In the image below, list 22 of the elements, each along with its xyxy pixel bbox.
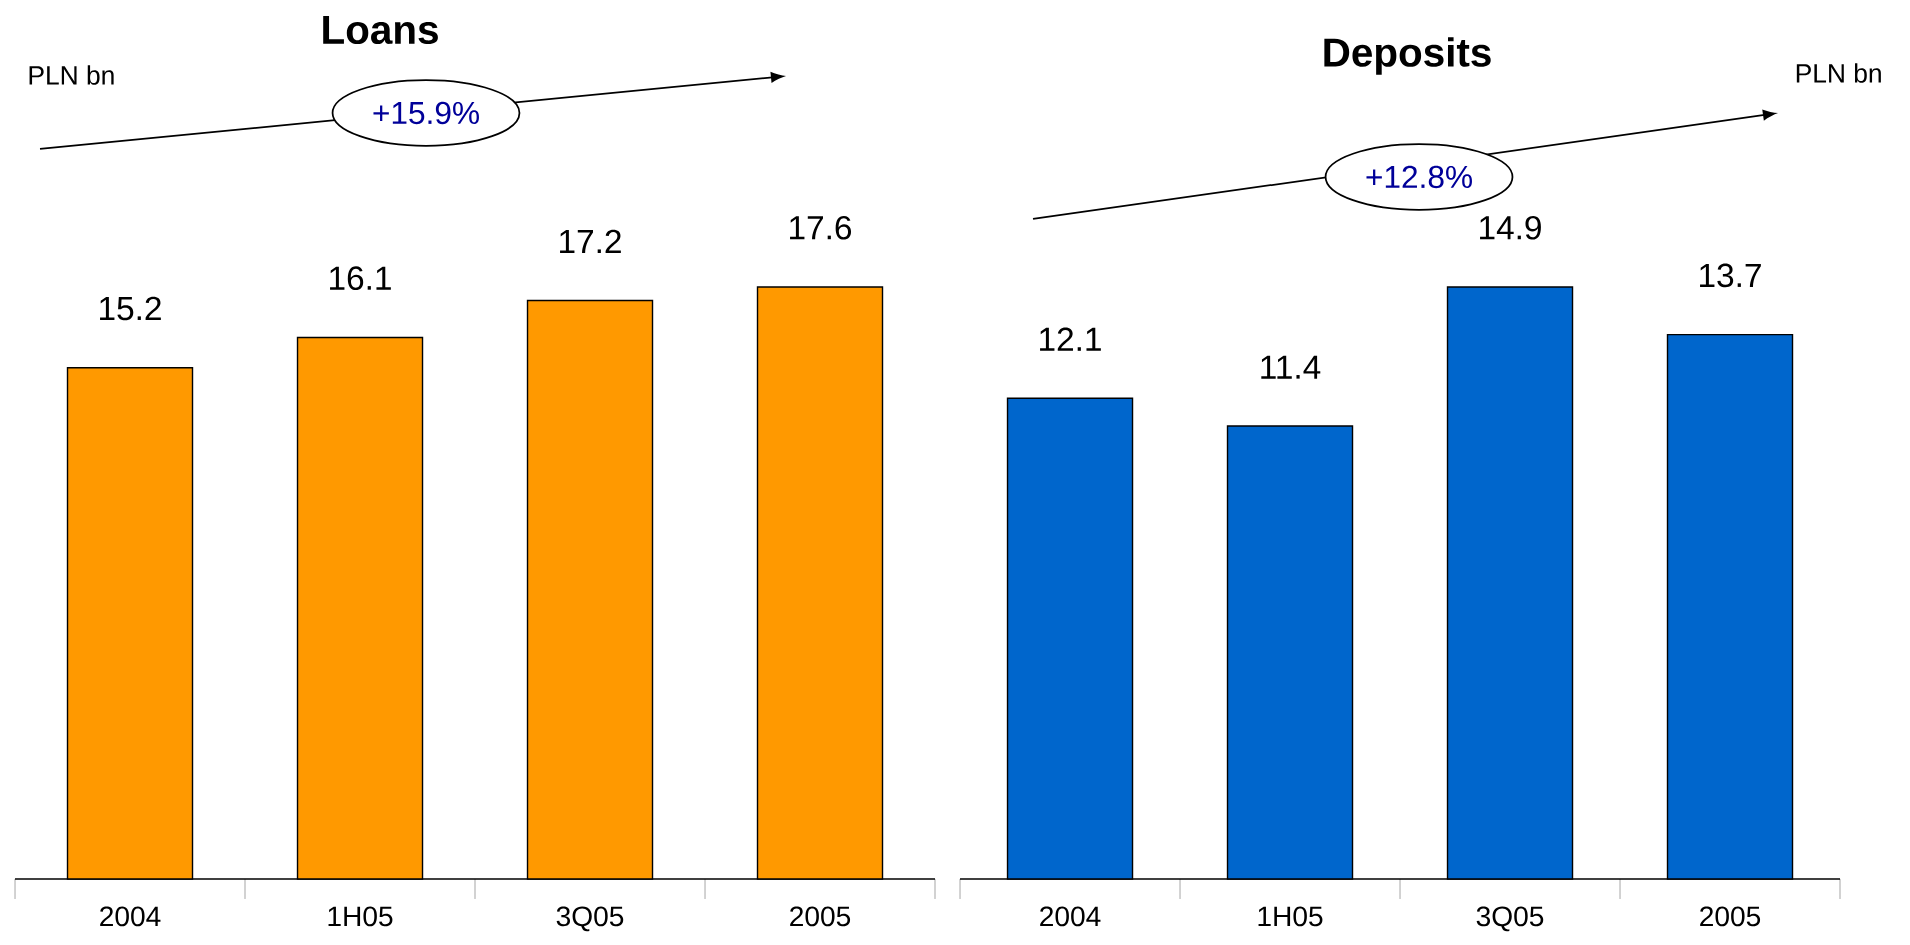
x-tick-label: 2005 [1700, 906, 1761, 927]
chart-title: Deposits [1324, 37, 1491, 75]
data-label: 15.2 [100, 296, 161, 321]
text: PLN bn [1796, 63, 1881, 83]
data-label: 14.9 [1480, 215, 1541, 240]
text: +15.9% [373, 101, 479, 125]
data-label: 11.4 [1261, 355, 1321, 379]
x-tick-label: 3Q05 [1476, 906, 1544, 932]
text: +12.8% [1366, 165, 1472, 189]
x-tick-label: 3Q05 [556, 906, 624, 932]
data-label: 17.6 [790, 215, 852, 240]
chart-title: Loans [323, 15, 438, 45]
data-label: 17.2 [560, 229, 621, 254]
x-tick-label: 2004 [1040, 906, 1101, 927]
data-label: 12.1 [1040, 327, 1101, 351]
x-tick-label: 1H05 [328, 906, 393, 927]
data-label: 13.7 [1700, 263, 1761, 288]
text: PLN bn [29, 65, 114, 85]
data-label: 16.1 [330, 266, 391, 291]
x-tick-label: 2004 [100, 906, 161, 927]
x-tick-label: 1H05 [1258, 906, 1323, 927]
x-tick-label: 2005 [790, 906, 851, 927]
